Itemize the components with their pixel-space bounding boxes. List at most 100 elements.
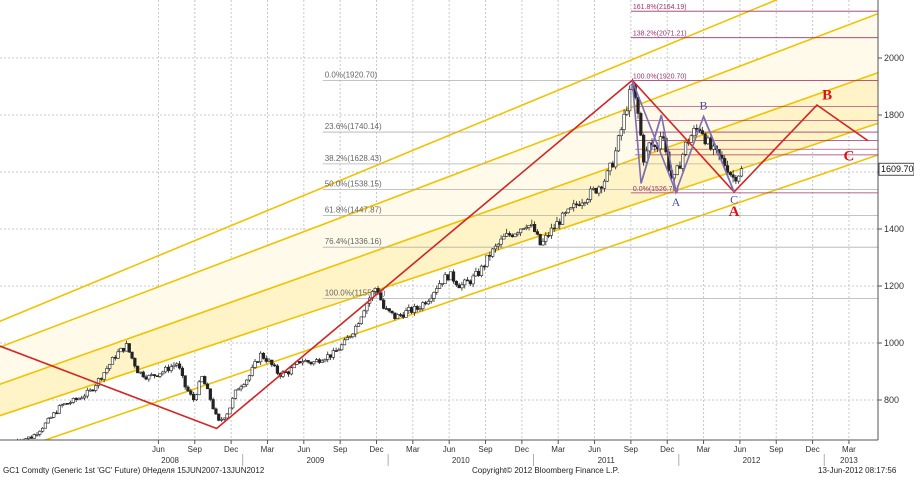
candle-body: [546, 235, 551, 237]
candle-body: [384, 308, 389, 310]
candle-body: [552, 227, 556, 230]
candle-body: [706, 137, 710, 145]
year-label: 2012: [743, 456, 761, 465]
candle-body: [205, 383, 210, 390]
candle-body: [32, 434, 36, 439]
candle-body: [468, 280, 472, 285]
candle-body: [74, 397, 78, 400]
candle-body: [326, 354, 330, 360]
candle-body: [644, 150, 649, 163]
candle-body: [136, 365, 140, 374]
fib-major-label: 76.4%(1336.16): [325, 237, 382, 246]
candle-body: [253, 361, 257, 368]
candle-body: [22, 441, 25, 442]
candle-body: [642, 134, 646, 163]
candle-body: [396, 314, 400, 319]
candle-body: [683, 141, 688, 155]
candle-body: [586, 199, 590, 203]
candle-body: [38, 430, 42, 435]
channel-line: [0, 71, 878, 386]
last-price-box: [878, 162, 914, 176]
candle-body: [591, 188, 595, 190]
x-tick-label: Sep: [478, 445, 493, 454]
candle-body: [496, 243, 500, 247]
candle-body: [46, 418, 50, 424]
candle-body: [574, 203, 579, 206]
candle-body: [52, 412, 56, 418]
candle-body: [177, 363, 182, 369]
candle-body: [300, 361, 305, 364]
footer: GC1 Comdty (Generic 1st 'GC' Future) 0Не…: [3, 466, 897, 475]
candle-body: [250, 367, 254, 376]
candle-body: [29, 436, 34, 439]
candle-body: [692, 128, 696, 137]
candle-body: [451, 271, 456, 282]
candle-body: [191, 394, 196, 401]
candle-body: [138, 371, 143, 374]
x-tick-label: Mar: [697, 445, 711, 454]
candle-body: [521, 228, 526, 230]
candle-body: [611, 162, 615, 168]
candle-body: [68, 402, 73, 404]
candle-body: [105, 368, 109, 373]
candle-body: [569, 207, 573, 210]
x-tick-label: Dec: [369, 445, 383, 454]
candle-body: [597, 186, 601, 194]
wave-label-red: B: [822, 87, 832, 103]
candle-body: [619, 129, 623, 137]
candle-body: [544, 235, 548, 242]
candle-body: [474, 271, 478, 277]
candle-body: [404, 310, 408, 318]
candle-body: [287, 371, 291, 375]
candle-body: [222, 417, 226, 420]
wave-label-red: C: [844, 149, 855, 165]
candle-body: [407, 307, 411, 311]
wave-label-blue: A: [672, 195, 681, 209]
candle-body: [602, 180, 607, 189]
x-tick-label: Dec: [224, 445, 238, 454]
candle-body: [530, 223, 534, 226]
candle-body: [289, 367, 293, 375]
footer-center: Copyright© 2012 Bloomberg Finance L.P.: [472, 466, 619, 475]
candle-body: [566, 208, 570, 214]
candle-body: [175, 363, 179, 366]
candle-body: [423, 302, 428, 305]
candle-body: [432, 292, 436, 299]
candle-body: [401, 314, 405, 318]
candle-body: [194, 394, 198, 401]
fib-minor-label: 100.0%(1920.70): [633, 74, 687, 81]
candle-body: [426, 300, 430, 305]
y-tick-label: 1000: [884, 338, 904, 348]
candle-body: [323, 359, 327, 362]
candle-body: [709, 137, 713, 150]
candle-body: [127, 343, 131, 353]
candle-body: [457, 284, 461, 289]
candle-body: [228, 407, 232, 415]
candle-body: [739, 168, 744, 177]
x-tick-label: Dec: [515, 445, 529, 454]
candle-body: [82, 395, 87, 399]
candle-body: [410, 307, 414, 313]
candle-body: [440, 283, 444, 285]
fib-minor-label: 161.8%(2164.19): [633, 4, 687, 11]
fib-major-label: 50.0%(1538.15): [325, 180, 382, 189]
candle-body: [605, 170, 609, 182]
candle-body: [214, 408, 218, 415]
candle-body: [219, 419, 224, 421]
candle-body: [211, 399, 215, 410]
candle-body: [516, 232, 520, 235]
x-tick-label: Jun: [152, 445, 165, 454]
candle-body: [723, 158, 727, 166]
candle-body: [169, 366, 173, 371]
candle-body: [460, 284, 464, 289]
axes: 8001000120014001600180020001609.70JunSep…: [0, 0, 914, 466]
candle-body: [63, 403, 67, 405]
candle-body: [737, 175, 741, 182]
candle-body: [233, 389, 238, 399]
candle-body: [239, 386, 243, 390]
candle-body: [312, 361, 316, 365]
candle-body: [510, 234, 514, 237]
candle-body: [337, 349, 341, 352]
candle-body: [147, 375, 151, 380]
candle-body: [54, 412, 59, 415]
